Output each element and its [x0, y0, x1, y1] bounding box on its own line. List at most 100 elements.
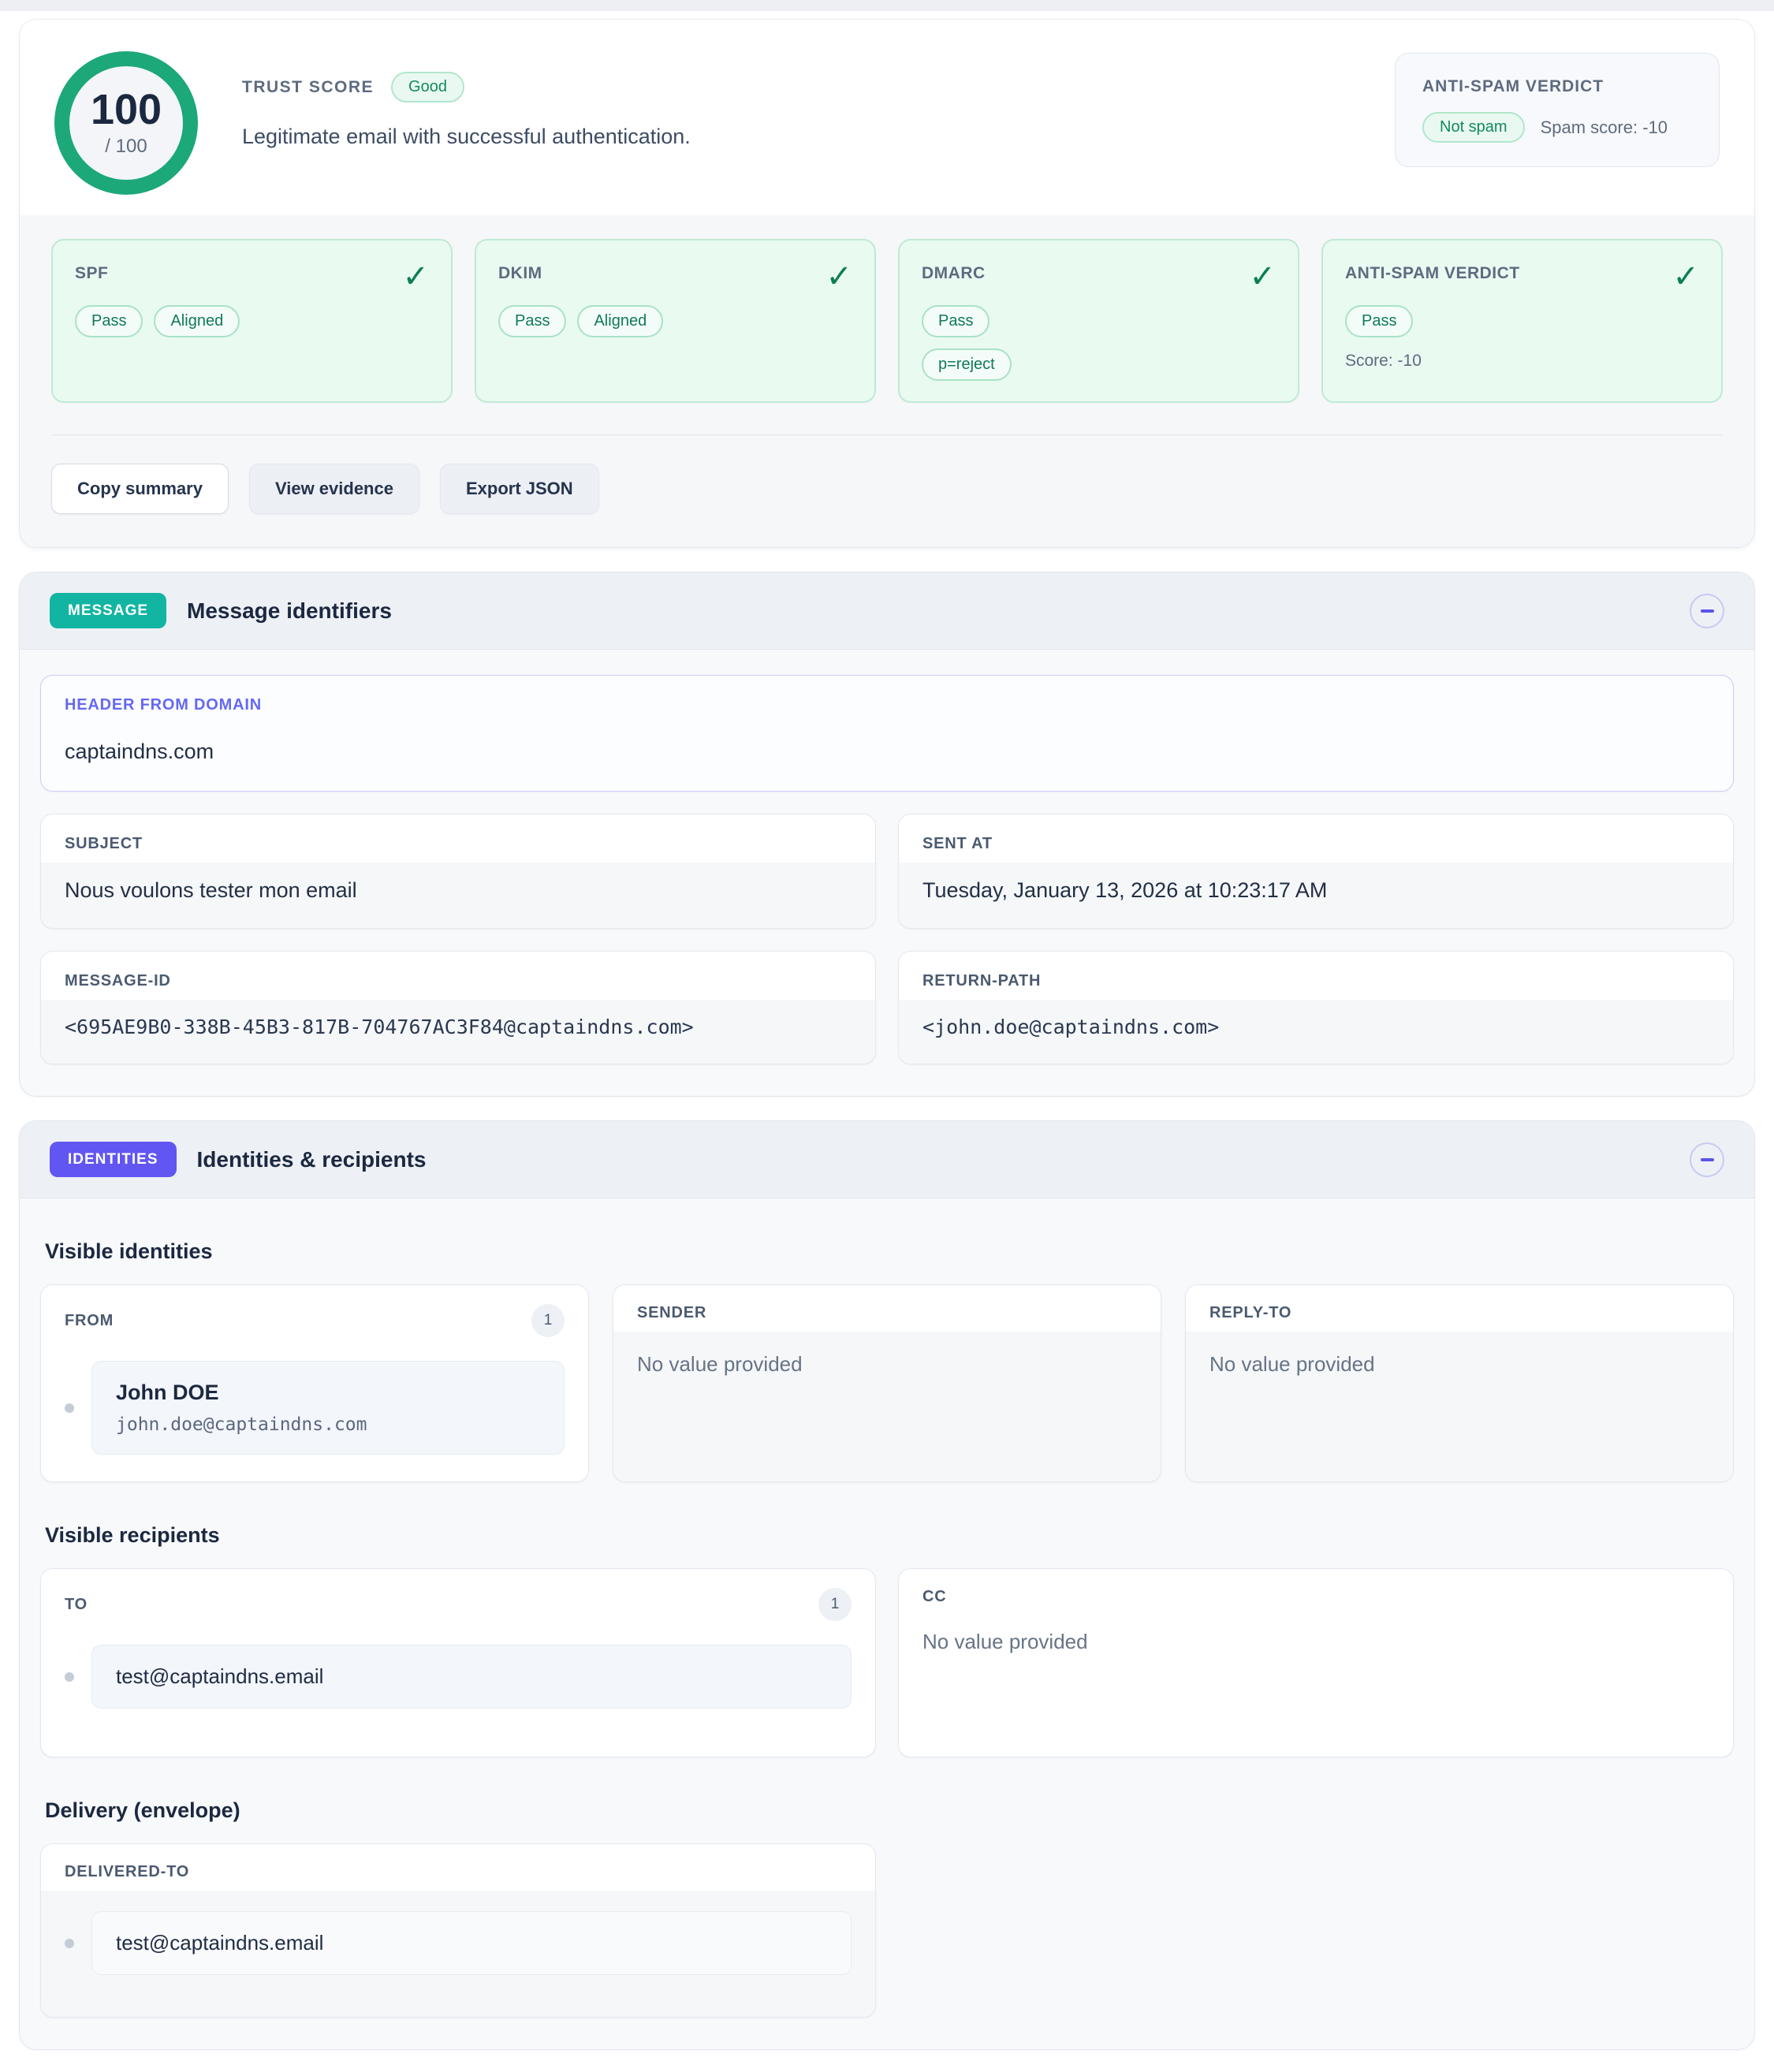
- message-section-title: Message identifiers: [187, 598, 392, 623]
- delivered-to-label: DELIVERED-TO: [65, 1863, 190, 1880]
- trust-score-gauge: 100 / 100: [54, 51, 198, 195]
- antispam-check-card: ANTI-SPAM VERDICT ✓ Pass Score: -10: [1321, 239, 1723, 403]
- cc-label: CC: [922, 1588, 947, 1605]
- auth-checks-grid: SPF ✓ Pass Aligned DKIM ✓ Pass Aligned: [51, 239, 1723, 403]
- sent-at-label: SENT AT: [922, 835, 993, 852]
- visible-identities-heading: Visible identities: [45, 1239, 213, 1263]
- return-path-value: <john.doe@captaindns.com>: [899, 1000, 1733, 1064]
- minus-icon: [1700, 609, 1714, 613]
- identities-section-header: IDENTITIES Identities & recipients: [20, 1121, 1754, 1198]
- visible-recipients-heading: Visible recipients: [45, 1523, 220, 1547]
- trust-score-summary: TRUST SCORE Good Legitimate email with s…: [242, 51, 1351, 149]
- reply-to-card: REPLY-TO No value provided: [1185, 1284, 1734, 1482]
- message-id-card: MESSAGE-ID <695AE9B0-338B-45B3-817B-7047…: [40, 951, 876, 1064]
- actions-divider: [51, 434, 1723, 435]
- identities-badge: IDENTITIES: [50, 1142, 177, 1177]
- identities-section: IDENTITIES Identities & recipients Visib…: [19, 1120, 1755, 2050]
- minus-icon: [1700, 1157, 1714, 1161]
- return-path-card: RETURN-PATH <john.doe@captaindns.com>: [898, 951, 1734, 1064]
- actions-row: Copy summary View evidence Export JSON: [51, 464, 1723, 514]
- list-item: test@captaindns.email: [65, 1911, 852, 1975]
- check-pass-icon: ✓: [826, 259, 852, 295]
- check-pass-icon: ✓: [402, 259, 429, 295]
- dkim-title: DKIM: [498, 264, 542, 282]
- from-label: FROM: [65, 1311, 114, 1329]
- copy-summary-button[interactable]: Copy summary: [51, 464, 229, 514]
- header-from-domain-card: HEADER FROM DOMAIN captaindns.com: [40, 675, 1734, 792]
- delivery-envelope-heading: Delivery (envelope): [45, 1798, 240, 1822]
- reply-to-label: REPLY-TO: [1209, 1304, 1292, 1321]
- trust-score-header: 100 / 100 TRUST SCORE Good Legitimate em…: [20, 20, 1754, 215]
- sender-card-body: No value provided: [613, 1332, 1161, 1481]
- bullet-icon: [65, 1671, 74, 1682]
- spf-pass-pill: Pass: [75, 305, 143, 337]
- dmarc-pass-pill: Pass: [922, 305, 990, 337]
- from-count-badge: 1: [531, 1304, 565, 1337]
- dkim-check-card: DKIM ✓ Pass Aligned: [475, 239, 876, 403]
- reply-to-empty-text: No value provided: [1209, 1352, 1375, 1376]
- trust-score-value: 100: [90, 86, 162, 133]
- sender-card: SENDER No value provided: [613, 1284, 1161, 1482]
- antispam-score-note: Score: -10: [1345, 352, 1422, 370]
- header-from-domain-label: HEADER FROM DOMAIN: [65, 696, 262, 714]
- check-pass-icon: ✓: [1672, 259, 1699, 295]
- dkim-aligned-pill: Aligned: [577, 305, 664, 337]
- to-email-address: test@captaindns.email: [116, 1664, 324, 1688]
- to-count-badge: 1: [818, 1588, 852, 1621]
- message-collapse-button[interactable]: [1690, 593, 1724, 628]
- trust-score-denominator: / 100: [105, 136, 147, 157]
- spam-score-text: Spam score: -10: [1540, 117, 1668, 137]
- view-evidence-button[interactable]: View evidence: [248, 464, 419, 514]
- antispam-pass-pill: Pass: [1345, 305, 1414, 337]
- cc-empty-text: No value provided: [922, 1630, 1088, 1653]
- export-json-button[interactable]: Export JSON: [439, 464, 599, 514]
- sender-empty-text: No value provided: [637, 1352, 803, 1376]
- to-card-body: test@captaindns.email: [41, 1630, 875, 1757]
- bullet-icon: [65, 1938, 74, 1948]
- sent-at-value: Tuesday, January 13, 2026 at 10:23:17 AM: [899, 863, 1733, 928]
- identities-section-title: Identities & recipients: [196, 1146, 427, 1172]
- from-card-body: John DOE john.doe@captaindns.com: [41, 1347, 588, 1481]
- not-spam-badge: Not spam: [1422, 112, 1525, 143]
- to-label: TO: [65, 1595, 88, 1613]
- reply-to-card-body: No value provided: [1186, 1332, 1733, 1481]
- check-pass-icon: ✓: [1249, 259, 1276, 295]
- delivered-to-recipient-box: test@captaindns.email: [91, 1911, 852, 1975]
- dkim-pass-pill: Pass: [498, 305, 567, 337]
- message-badge: MESSAGE: [50, 593, 167, 628]
- from-display-name: John DOE: [116, 1381, 219, 1404]
- delivered-to-card-body: test@captaindns.email: [41, 1891, 875, 2017]
- to-recipient-box: test@captaindns.email: [91, 1645, 852, 1709]
- message-identifiers-section: MESSAGE Message identifiers HEADER FROM …: [19, 572, 1755, 1097]
- delivered-to-email-address: test@captaindns.email: [116, 1931, 324, 1955]
- list-item: John DOE john.doe@captaindns.com: [65, 1361, 565, 1455]
- antispam-title: ANTI-SPAM VERDICT: [1345, 264, 1520, 282]
- sender-label: SENDER: [637, 1304, 707, 1321]
- sent-at-card: SENT AT Tuesday, January 13, 2026 at 10:…: [898, 814, 1734, 929]
- to-card: TO 1 test@captaindns.email: [40, 1568, 876, 1757]
- spf-check-card: SPF ✓ Pass Aligned: [51, 239, 453, 403]
- identities-collapse-button[interactable]: [1690, 1142, 1724, 1177]
- subject-value: Nous voulons tester mon email: [41, 863, 875, 928]
- trust-score-label: TRUST SCORE: [242, 77, 375, 96]
- from-identity-box: John DOE john.doe@captaindns.com: [91, 1361, 565, 1455]
- cc-card: CC No value provided: [898, 1568, 1734, 1757]
- page-top-strip: [0, 0, 1774, 11]
- dmarc-title: DMARC: [922, 264, 986, 282]
- message-section-header: MESSAGE Message identifiers: [20, 572, 1754, 650]
- identities-section-body: Visible identities FROM 1 John DOE john.…: [20, 1198, 1754, 2049]
- bullet-icon: [65, 1403, 74, 1413]
- subject-card: SUBJECT Nous voulons tester mon email: [40, 814, 876, 929]
- auth-status-panel: SPF ✓ Pass Aligned DKIM ✓ Pass Aligned: [20, 215, 1754, 547]
- header-from-domain-value: captaindns.com: [41, 724, 1733, 791]
- antispam-verdict-title: ANTI-SPAM VERDICT: [1422, 77, 1604, 95]
- dmarc-check-card: DMARC ✓ Pass p=reject: [898, 239, 1299, 403]
- page-bottom-spacer: [0, 2050, 1774, 2072]
- antispam-verdict-summary: ANTI-SPAM VERDICT Not spam Spam score: -…: [1395, 53, 1720, 167]
- trust-grade-badge: Good: [391, 72, 464, 102]
- from-card: FROM 1 John DOE john.doe@captaindns.com: [40, 1284, 589, 1482]
- message-section-body: HEADER FROM DOMAIN captaindns.com SUBJEC…: [20, 650, 1754, 1096]
- message-id-value: <695AE9B0-338B-45B3-817B-704767AC3F84@ca…: [41, 1000, 875, 1064]
- subject-label: SUBJECT: [65, 835, 143, 852]
- list-item: test@captaindns.email: [65, 1645, 852, 1709]
